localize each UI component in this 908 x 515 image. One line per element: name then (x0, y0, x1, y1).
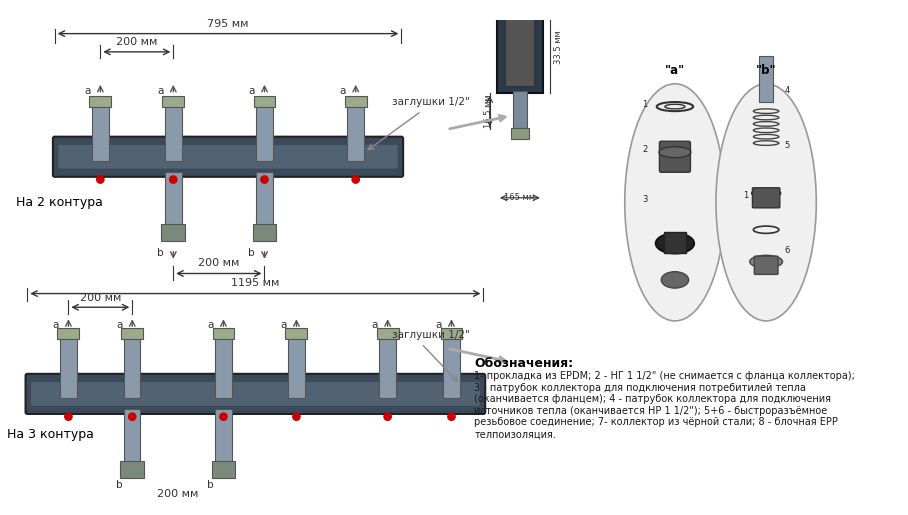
Circle shape (129, 413, 136, 420)
Text: 200 мм: 200 мм (157, 489, 199, 499)
Text: 200 мм: 200 мм (198, 258, 240, 268)
Bar (121, 461, 144, 478)
Bar (256, 172, 272, 225)
Text: 4: 4 (785, 86, 790, 95)
Text: b: b (249, 248, 255, 258)
Bar (162, 224, 185, 241)
Text: 200 мм: 200 мм (80, 293, 121, 303)
Text: Обозначения:: Обозначения: (474, 357, 573, 370)
Ellipse shape (716, 84, 816, 321)
Text: a: a (116, 320, 123, 331)
Text: На 2 контура: На 2 контура (16, 196, 104, 209)
Text: 16.5 мм: 16.5 мм (485, 94, 493, 128)
Text: a: a (281, 320, 287, 331)
Bar (380, 330, 396, 399)
Text: "a": "a" (665, 64, 685, 77)
Text: b: b (207, 480, 214, 490)
Text: b: b (157, 248, 163, 258)
Bar (165, 172, 182, 225)
Bar (92, 97, 109, 161)
Text: b: b (116, 480, 123, 490)
Bar (443, 330, 459, 399)
Ellipse shape (656, 233, 694, 253)
Text: 2: 2 (642, 145, 647, 154)
Text: 795 мм: 795 мм (207, 19, 249, 29)
FancyBboxPatch shape (753, 188, 780, 208)
Ellipse shape (661, 272, 688, 288)
Circle shape (64, 413, 72, 420)
FancyBboxPatch shape (31, 382, 479, 406)
Bar (253, 96, 275, 107)
Circle shape (384, 413, 391, 420)
Bar (124, 409, 141, 462)
Circle shape (261, 176, 268, 183)
Bar (288, 330, 304, 399)
Circle shape (220, 413, 227, 420)
Bar (511, 128, 529, 139)
FancyBboxPatch shape (25, 374, 485, 414)
Ellipse shape (752, 188, 781, 198)
Text: a: a (53, 320, 59, 331)
Text: "b": "b" (755, 64, 776, 77)
Circle shape (96, 176, 104, 183)
Bar (212, 328, 234, 339)
Bar (440, 328, 462, 339)
Text: 5: 5 (785, 141, 790, 150)
Circle shape (352, 176, 360, 183)
Text: На 3 контура: На 3 контура (7, 428, 94, 441)
Circle shape (170, 176, 177, 183)
Bar (212, 461, 235, 478)
FancyBboxPatch shape (755, 256, 778, 274)
Text: 200 мм: 200 мм (116, 37, 157, 47)
Bar (497, 2, 543, 93)
Bar (377, 328, 399, 339)
Ellipse shape (659, 147, 691, 158)
Bar (759, 57, 774, 102)
Ellipse shape (750, 255, 783, 268)
Text: a: a (157, 86, 163, 96)
Bar (163, 96, 184, 107)
Text: 6: 6 (785, 246, 790, 254)
Ellipse shape (625, 84, 725, 321)
FancyBboxPatch shape (58, 145, 398, 168)
Bar (664, 232, 686, 252)
Text: заглушки 1/2": заглушки 1/2" (392, 97, 470, 107)
Text: 165 мм: 165 мм (504, 193, 536, 202)
Bar (57, 328, 79, 339)
Bar (122, 328, 143, 339)
Bar (89, 96, 112, 107)
Bar (345, 96, 367, 107)
Circle shape (292, 413, 300, 420)
Bar (505, 9, 535, 85)
Text: a: a (249, 86, 255, 96)
Bar (285, 328, 308, 339)
Text: 1: 1 (743, 191, 748, 200)
Bar (252, 224, 276, 241)
Text: 1: 1 (642, 99, 647, 109)
Bar (124, 330, 141, 399)
Bar (256, 97, 272, 161)
Text: заглушки 1/2": заглушки 1/2" (392, 330, 470, 339)
Bar (513, 91, 528, 129)
Text: 33.5 мм: 33.5 мм (554, 30, 563, 64)
Bar (513, 0, 528, 2)
FancyBboxPatch shape (53, 136, 403, 177)
Text: 1- прокладка из EPDM; 2 - НГ 1 1/2" (не снимается с фланца коллектора);
3 - патр: 1- прокладка из EPDM; 2 - НГ 1 1/2" (не … (474, 371, 855, 439)
Text: a: a (436, 320, 442, 331)
FancyBboxPatch shape (659, 141, 690, 172)
Text: a: a (84, 86, 91, 96)
Bar (215, 409, 232, 462)
Text: 3: 3 (642, 195, 647, 204)
Text: 1195 мм: 1195 мм (232, 278, 280, 288)
Bar (215, 330, 232, 399)
Bar (165, 97, 182, 161)
Text: a: a (340, 86, 346, 96)
Text: a: a (371, 320, 378, 331)
Text: a: a (208, 320, 214, 331)
Bar (60, 330, 76, 399)
Circle shape (448, 413, 455, 420)
Bar (348, 97, 364, 161)
